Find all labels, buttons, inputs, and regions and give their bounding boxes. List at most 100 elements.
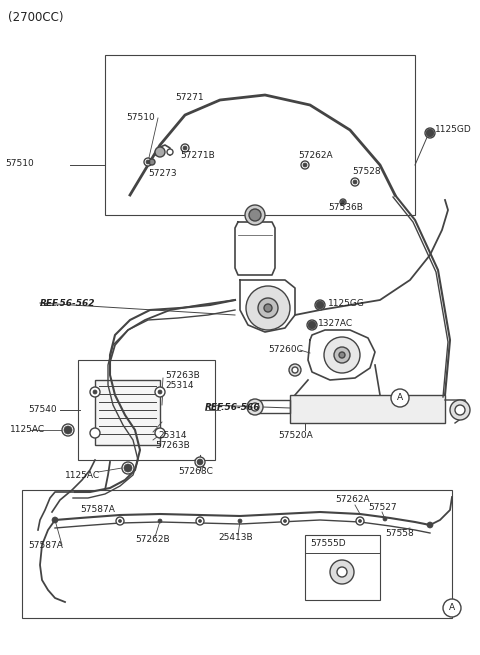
Bar (22, 490, 452, 618)
Circle shape (155, 147, 165, 157)
Text: 57558: 57558 (385, 529, 414, 538)
Text: 57263B: 57263B (165, 371, 200, 379)
Circle shape (391, 389, 409, 407)
Circle shape (247, 399, 263, 415)
Circle shape (443, 599, 461, 617)
Circle shape (264, 304, 272, 312)
Text: 57273: 57273 (148, 168, 177, 178)
Circle shape (197, 459, 203, 465)
Text: 57536B: 57536B (328, 204, 363, 212)
Circle shape (122, 462, 134, 474)
Circle shape (246, 286, 290, 330)
Circle shape (356, 517, 364, 525)
Text: 57262A: 57262A (335, 495, 370, 504)
Circle shape (426, 129, 434, 137)
Text: 57262B: 57262B (135, 536, 169, 544)
Circle shape (281, 517, 289, 525)
Circle shape (316, 301, 324, 309)
Circle shape (339, 352, 345, 358)
Circle shape (284, 519, 287, 523)
Circle shape (455, 405, 465, 415)
Circle shape (245, 205, 265, 225)
Text: 1125GG: 1125GG (328, 299, 365, 307)
Circle shape (52, 517, 58, 523)
Text: A: A (397, 394, 403, 403)
Circle shape (330, 560, 354, 584)
Circle shape (93, 390, 97, 394)
Circle shape (158, 390, 162, 394)
Text: 1125AC: 1125AC (10, 426, 45, 434)
Text: 57510: 57510 (5, 159, 34, 168)
Text: REF.56-562: REF.56-562 (40, 299, 96, 307)
Circle shape (149, 159, 155, 165)
Circle shape (289, 364, 301, 376)
Text: 1125GD: 1125GD (435, 126, 472, 134)
Text: 57527: 57527 (368, 504, 396, 512)
Circle shape (308, 321, 316, 329)
Circle shape (199, 519, 202, 523)
Circle shape (90, 428, 100, 438)
Circle shape (337, 567, 347, 577)
Circle shape (146, 160, 150, 164)
Circle shape (307, 320, 317, 330)
Circle shape (158, 519, 162, 523)
Text: 57528: 57528 (352, 168, 381, 176)
Circle shape (249, 209, 261, 221)
Text: 57540: 57540 (28, 405, 57, 415)
Text: 57555D: 57555D (310, 538, 346, 548)
Circle shape (425, 128, 435, 138)
Text: (2700CC): (2700CC) (8, 12, 63, 24)
Text: 57520A: 57520A (278, 430, 313, 440)
Text: 57510: 57510 (126, 113, 155, 122)
Circle shape (351, 178, 359, 186)
Circle shape (315, 300, 325, 310)
Circle shape (303, 163, 307, 167)
Circle shape (155, 428, 165, 438)
Circle shape (353, 180, 357, 184)
Text: 57587A: 57587A (28, 540, 63, 550)
Bar (290, 395, 445, 423)
Circle shape (167, 149, 173, 155)
Circle shape (383, 517, 387, 521)
Text: 57263B: 57263B (155, 441, 190, 449)
Text: 57268C: 57268C (178, 468, 213, 476)
Circle shape (183, 146, 187, 150)
Circle shape (238, 519, 242, 523)
Text: 57262A: 57262A (298, 151, 333, 160)
Text: 1327AC: 1327AC (318, 318, 353, 328)
Circle shape (427, 522, 433, 528)
Circle shape (292, 367, 298, 373)
Circle shape (450, 400, 470, 420)
Circle shape (340, 199, 346, 205)
Circle shape (251, 403, 259, 411)
Bar (78, 360, 215, 460)
Text: 25413B: 25413B (218, 534, 252, 542)
Circle shape (116, 517, 124, 525)
Text: 25314: 25314 (158, 430, 187, 440)
Circle shape (64, 426, 72, 434)
Text: 57587A: 57587A (80, 506, 115, 514)
Circle shape (155, 387, 165, 397)
Circle shape (301, 161, 309, 169)
Bar (305, 535, 380, 600)
Circle shape (144, 158, 152, 166)
Circle shape (324, 337, 360, 373)
Text: 57271B: 57271B (180, 151, 215, 160)
Circle shape (334, 347, 350, 363)
Circle shape (196, 517, 204, 525)
Text: REF.56-566: REF.56-566 (205, 403, 261, 413)
Circle shape (90, 387, 100, 397)
Circle shape (258, 298, 278, 318)
Bar (105, 55, 415, 215)
Circle shape (62, 424, 74, 436)
Circle shape (119, 519, 121, 523)
Text: 57271: 57271 (175, 94, 204, 102)
Text: 1125AC: 1125AC (65, 470, 100, 479)
Bar (95, 380, 160, 445)
Circle shape (124, 464, 132, 472)
Text: A: A (449, 603, 455, 612)
Circle shape (341, 200, 345, 204)
Text: 57260C: 57260C (268, 345, 303, 354)
Circle shape (181, 144, 189, 152)
Circle shape (195, 457, 205, 467)
